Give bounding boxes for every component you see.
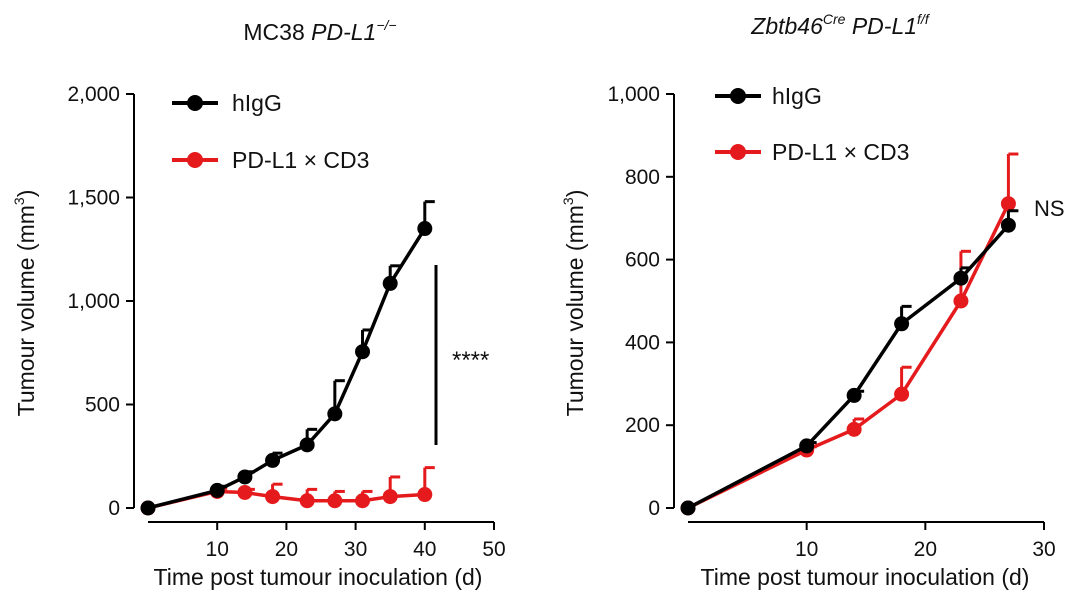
- chart-right-xtick-label: 30: [1032, 538, 1055, 561]
- chart-left-higg-point: [355, 344, 371, 360]
- chart-left-xlabel: Time post tumour inoculation (d): [154, 564, 483, 590]
- chart-right-ytick-label: 200: [625, 414, 660, 437]
- chart-left-pdl1-point: [237, 484, 253, 500]
- chart-right-ytick-label: 1,000: [607, 83, 660, 106]
- chart-left-ylabel-sup: 3: [11, 197, 27, 205]
- chart-left-higg-point: [417, 221, 433, 237]
- chart-right-ytick-label: 800: [625, 166, 660, 189]
- chart-right-higg-point: [1000, 217, 1016, 233]
- chart-left-pdl1-point: [265, 489, 281, 505]
- chart-left-ylabel: Tumour volume (mm3): [11, 190, 39, 417]
- chart-left-xtick-label: 20: [275, 538, 298, 561]
- legend-marker-higg: [187, 95, 203, 111]
- chart-right-ytick-label: 600: [625, 249, 660, 272]
- chart-left-title-sup: −/−: [376, 17, 396, 33]
- chart-left-higg-point: [237, 469, 253, 485]
- chart-right-title: Zbtb46Cre PD-L1f/f: [750, 11, 931, 39]
- chart-left-xtick-label: 50: [482, 538, 505, 561]
- chart-left-legend: hIgG PD-L1 × CD3: [172, 90, 369, 173]
- chart-right-xtick-label: 10: [795, 538, 818, 561]
- chart-left-higg-point: [382, 275, 398, 291]
- chart-right-ytick-label: 400: [625, 331, 660, 354]
- chart-right: Zbtb46Cre PD-L1f/f Tumour volume (mm3) T…: [560, 11, 1065, 590]
- chart-left-xtick-label: 10: [206, 538, 229, 561]
- chart-left-higg-point: [209, 482, 225, 498]
- chart-right-legend-pdl1: PD-L1 × CD3: [772, 139, 909, 165]
- chart-left-pdl1-point: [417, 487, 433, 503]
- chart-left-pdl1-point: [299, 493, 315, 509]
- chart-right-pdl1-point: [1000, 196, 1016, 212]
- chart-left-higg-point: [299, 437, 315, 453]
- chart-left-ytick-label: 0: [108, 497, 120, 520]
- chart-right-significance: NS: [1034, 196, 1065, 221]
- legend-marker-pdl1: [187, 152, 203, 168]
- legend-marker-higg: [730, 88, 746, 104]
- chart-left-pdl1-point: [327, 493, 343, 509]
- chart-right-higg-point: [894, 316, 910, 332]
- chart-left-xtick-label: 40: [413, 538, 436, 561]
- chart-left-series: [140, 200, 435, 516]
- chart-right-ylabel: Tumour volume (mm3): [560, 190, 588, 417]
- chart-right-axes: 0 200 400 600 800 1,000 10 20 30: [607, 83, 1055, 561]
- chart-left-higg-point: [327, 406, 343, 422]
- chart-right-higg-line: [687, 224, 1010, 510]
- chart-left-higg-point: [265, 452, 281, 468]
- chart-right-title-sup: Cre: [823, 11, 846, 27]
- chart-left-pdl1-point: [355, 493, 371, 509]
- chart-right-title-sup2: f/f: [917, 11, 931, 27]
- chart-right-ytick-label: 0: [648, 497, 660, 520]
- chart-left-title: MC38 PD-L1−/−: [243, 17, 396, 45]
- chart-right-legend-higg: hIgG: [772, 83, 822, 109]
- chart-right-xlabel: Time post tumour inoculation (d): [701, 564, 1030, 590]
- chart-left-ytick-label: 2,000: [67, 83, 120, 106]
- legend-marker-pdl1: [730, 144, 746, 160]
- chart-left-ytick-label: 1,000: [67, 290, 120, 313]
- chart-left-legend-pdl1: PD-L1 × CD3: [232, 147, 369, 173]
- chart-right-legend: hIgG PD-L1 × CD3: [715, 83, 909, 165]
- chart-left-axes: 0 500 1,000 1,500 2,000 10 20 30 40 50: [67, 83, 505, 561]
- chart-right-higg-point: [799, 438, 815, 454]
- chart-right-xtick-label: 20: [914, 538, 937, 561]
- chart-right-higg-point: [953, 270, 969, 286]
- chart-left-ylabel-end: ): [13, 190, 39, 198]
- chart-left-higg-point: [140, 500, 156, 516]
- chart-right-pdl1-point: [953, 293, 969, 309]
- chart-left-significance: ****: [452, 347, 489, 374]
- chart-right-pdl1-line: [687, 202, 1010, 510]
- chart-right-higg-point: [846, 387, 862, 403]
- chart-right-ylabel-main: Tumour volume (mm: [562, 205, 588, 416]
- chart-right-series: [680, 152, 1019, 516]
- chart-right-ylabel-sup: 3: [560, 197, 576, 205]
- chart-left-pdl1-point: [382, 489, 398, 505]
- chart-left-ytick-label: 1,500: [67, 187, 120, 210]
- chart-right-title-italic: Zbtb46: [750, 13, 823, 39]
- chart-left-xtick-label: 30: [344, 538, 367, 561]
- chart-right-higg-point: [680, 500, 696, 516]
- chart-left: MC38 PD-L1−/− Tumour volume (mm3) Time p…: [11, 17, 506, 590]
- chart-right-pdl1-point: [846, 421, 862, 437]
- chart-right-title-italic2: PD-L1: [845, 13, 917, 39]
- chart-left-higg-line: [147, 227, 427, 510]
- chart-left-ylabel-main: Tumour volume (mm: [13, 205, 39, 416]
- chart-left-legend-higg: hIgG: [232, 90, 282, 116]
- chart-left-ytick-label: 500: [85, 394, 120, 417]
- chart-right-pdl1-point: [894, 386, 910, 402]
- chart-left-title-main: MC38: [243, 19, 311, 45]
- chart-right-ylabel-end: ): [562, 190, 588, 198]
- chart-left-title-italic: PD-L1: [311, 19, 376, 45]
